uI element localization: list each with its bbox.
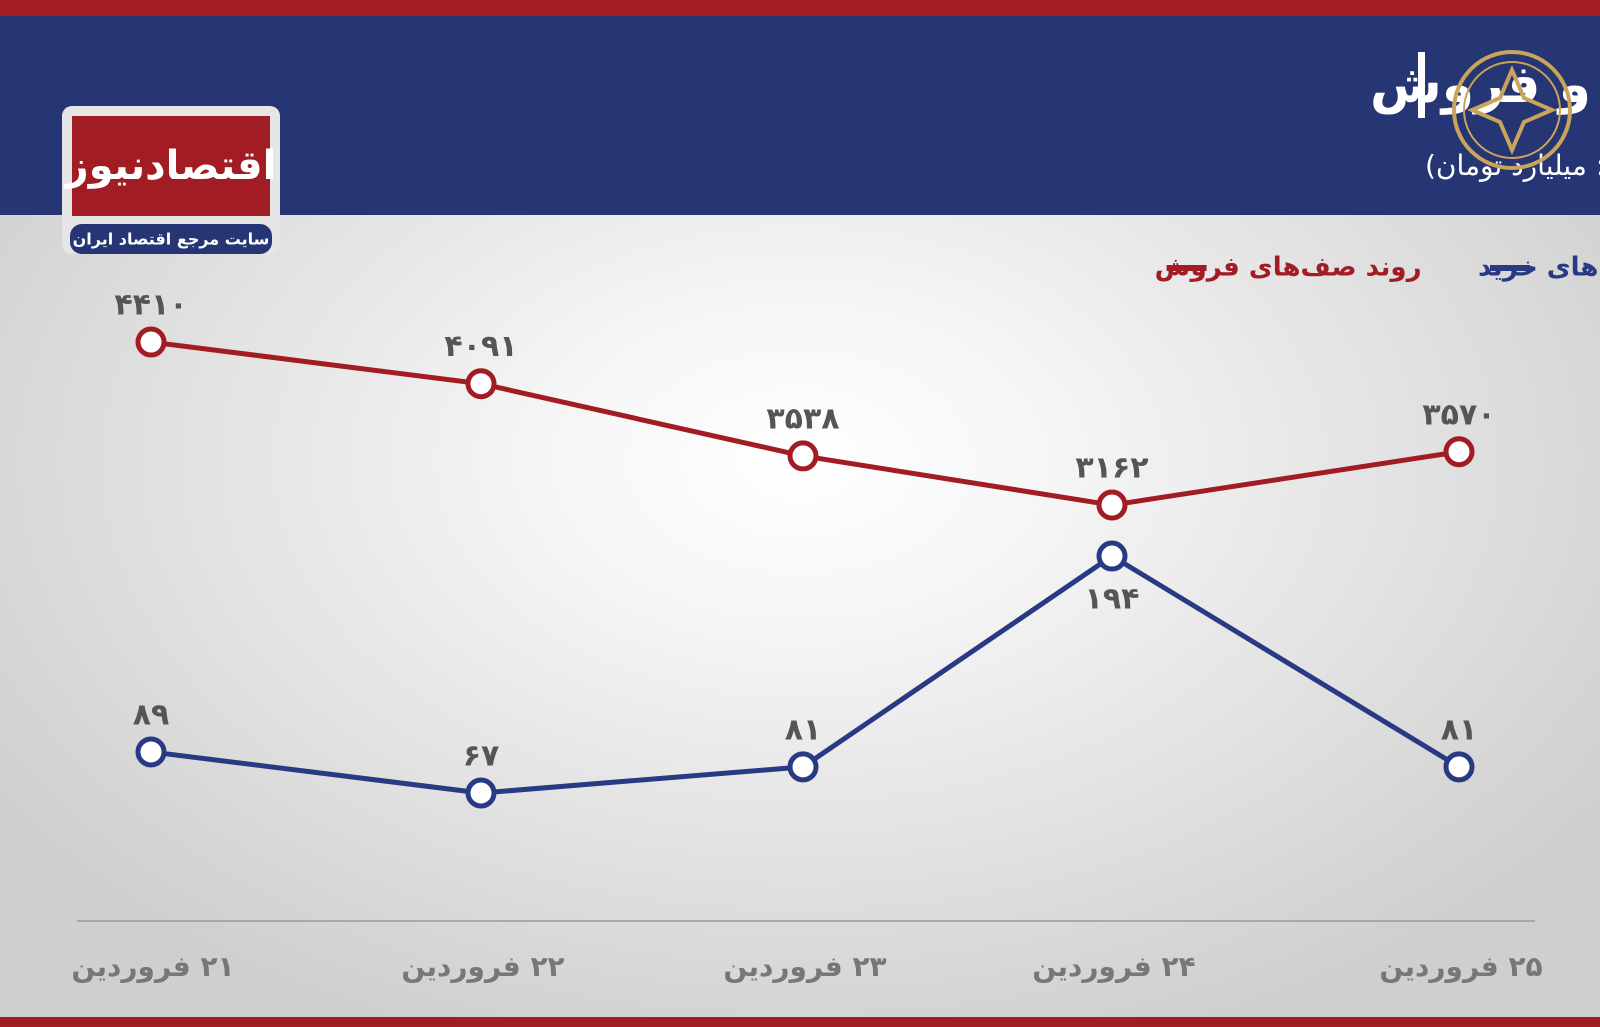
data-label: ۳۵۳۸ bbox=[766, 401, 839, 436]
emblem bbox=[1452, 50, 1572, 170]
data-point bbox=[787, 440, 819, 472]
brand-name: اقتصادنیوز bbox=[64, 143, 277, 189]
data-point bbox=[1096, 540, 1128, 572]
data-label: ۴۴۱۰ bbox=[114, 288, 187, 323]
data-point bbox=[1443, 751, 1475, 783]
data-point bbox=[135, 326, 167, 358]
data-point bbox=[465, 777, 497, 809]
data-label: ۸۱ bbox=[1441, 712, 1478, 747]
data-label: ۳۵۷۰ bbox=[1422, 397, 1495, 432]
data-label: ۱۹۴ bbox=[1085, 582, 1140, 617]
data-point bbox=[787, 751, 819, 783]
data-point bbox=[135, 736, 167, 768]
x-tick-label: ۲۴ فروردین bbox=[1032, 950, 1195, 983]
legend-label: روند صف‌های خرید bbox=[1478, 253, 1600, 283]
title-divider bbox=[1418, 52, 1425, 118]
data-point bbox=[1443, 436, 1475, 468]
subtitle: (واحد: میلیارد تومان) bbox=[1425, 149, 1600, 182]
data-point bbox=[1096, 489, 1128, 521]
data-label: ۸۱ bbox=[785, 712, 822, 747]
x-tick-label: ۲۵ فروردین bbox=[1379, 950, 1542, 983]
x-tick-label: ۲۳ فروردین bbox=[723, 950, 886, 983]
brand-tagline: سایت مرجع اقتصاد ایران bbox=[73, 230, 270, 249]
bottom-stripe bbox=[0, 1017, 1600, 1027]
data-label: ۶۷ bbox=[463, 738, 500, 773]
top-stripe bbox=[0, 0, 1600, 16]
brand-logo: اقتصادنیوز سایت مرجع اقتصاد ایران bbox=[62, 106, 280, 254]
data-label: ۸۹ bbox=[133, 697, 170, 732]
x-tick-label: ۲۱ فروردین bbox=[71, 950, 234, 983]
data-label: ۳۱۶۲ bbox=[1075, 451, 1148, 486]
legend-label: روند صف‌های فروش bbox=[1155, 253, 1422, 283]
data-label: ۴۰۹۱ bbox=[444, 329, 517, 364]
x-tick-label: ۲۲ فروردین bbox=[401, 950, 564, 983]
data-point bbox=[465, 368, 497, 400]
